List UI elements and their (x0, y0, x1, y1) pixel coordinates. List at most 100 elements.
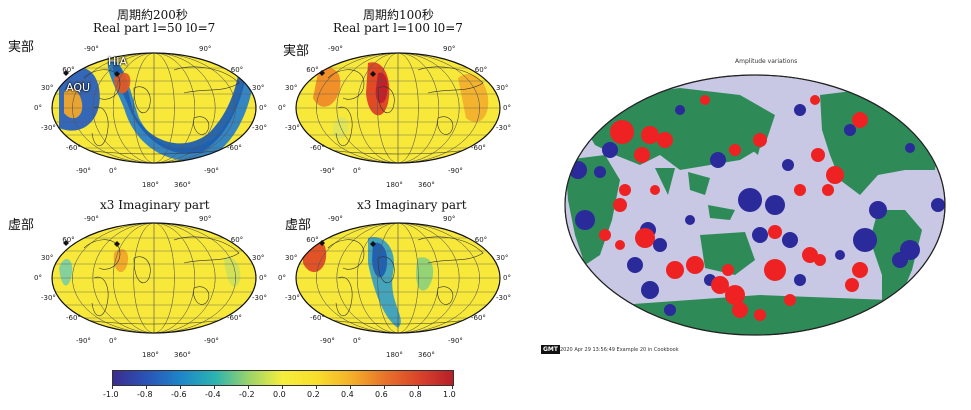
lon-label-bottom-br: 360° (418, 351, 435, 359)
lon-label-bottom-bl: 180° (142, 351, 159, 359)
colorbar-tick-label: 0.4 (341, 390, 354, 399)
lat-label-right-bl: 30° (252, 254, 265, 262)
map-top-left (51, 52, 257, 164)
amplitude-dot (613, 198, 627, 212)
station-label-aqu: AQU (66, 81, 91, 94)
lat-label-right-tl: -30° (252, 124, 267, 132)
lat-label-right-bl: 60° (230, 236, 244, 244)
lat-label-left-tr: 0° (278, 104, 286, 112)
lat-label-right-tr: -60° (471, 144, 486, 152)
lon-label-bottom-bl: -90° (204, 337, 219, 345)
amplitude-dot (710, 152, 726, 168)
lat-label-left-bl: 0° (34, 274, 42, 282)
colorbar-tick-label: -0.8 (137, 390, 153, 399)
lat-label-right-bl: 0° (259, 274, 267, 282)
lon-label-bottom-br: 180° (386, 351, 403, 359)
gmt-logo: GMT (541, 345, 560, 354)
amplitude-dot (594, 166, 606, 178)
panel-bottom-right-title: x3 Imaginary part (357, 198, 467, 212)
lon-label-top-tr: 90° (443, 45, 456, 53)
lat-label-left-tl: 0° (34, 104, 42, 112)
lon-label-bottom-tr: -90° (448, 167, 463, 175)
amplitude-dot (845, 278, 859, 292)
amplitude-dot (635, 228, 655, 248)
lon-label-bottom-tl: -90° (76, 167, 91, 175)
lat-label-right-bl: -30° (252, 294, 267, 302)
lat-label-left-tl: -60° (65, 144, 81, 152)
lat-label-right-tl: -60° (227, 144, 242, 152)
panel-top-right-row-label: 実部 (283, 44, 310, 59)
lat-label-right-br: 30° (496, 254, 509, 262)
lat-label-left-br: 60° (306, 236, 319, 244)
colorbar-tick-mark (248, 385, 249, 389)
lat-label-right-tr: 0° (503, 104, 511, 112)
amplitude-dot (754, 309, 766, 321)
lat-label-right-bl: -60° (227, 314, 242, 322)
amplitude-dot (869, 201, 887, 219)
colorbar-tick-mark (214, 385, 215, 389)
colorbar-tick-mark (350, 385, 351, 389)
lon-label-bottom-tl: 360° (174, 181, 191, 189)
lat-label-right-br: -60° (471, 314, 486, 322)
amplitude-dot (764, 259, 786, 281)
lon-label-bottom-tr: 180° (386, 181, 403, 189)
amplitude-dot (641, 281, 659, 299)
lon-label-bottom-tr: 0° (353, 167, 361, 175)
panel-top-right-title2: Real part l=100 l0=7 (333, 21, 463, 35)
lon-label-top-br: 90° (443, 215, 456, 223)
lat-label-right-tr: 60° (474, 66, 488, 74)
amplitude-dot (794, 104, 806, 116)
lon-label-bottom-tl: 180° (142, 181, 159, 189)
colorbar-tick-label: -0.6 (171, 390, 187, 399)
colorbar-tick-label: -0.4 (205, 390, 221, 399)
colorbar-tick-mark (112, 385, 113, 389)
lat-label-right-tr: -30° (496, 124, 511, 132)
amplitude-dot (852, 112, 868, 128)
lat-label-left-br: 30° (284, 254, 298, 262)
panel-bottom-left-title: x3 Imaginary part (100, 198, 210, 212)
amplitude-dot (810, 95, 820, 105)
colorbar-tick-label: 0.8 (409, 390, 422, 399)
amplitude-dot (835, 250, 845, 260)
amplitude-dot (700, 95, 710, 105)
colorbar-tick-mark (418, 385, 419, 389)
lon-label-bottom-tr: 360° (418, 181, 435, 189)
lat-label-left-tl: -30° (40, 124, 56, 132)
lon-label-top-bl: 90° (199, 215, 212, 223)
amplitude-dot (811, 148, 825, 162)
amplitude-dot (675, 105, 685, 115)
amplitude-dot (619, 184, 631, 196)
amplitude-dot (931, 198, 945, 212)
map-bottom-left (51, 222, 257, 334)
lat-label-left-tl: 30° (40, 84, 54, 92)
lon-label-bottom-br: -90° (448, 337, 463, 345)
lat-label-right-br: 60° (474, 236, 488, 244)
colorbar (112, 370, 454, 386)
amplitude-dot (729, 144, 741, 156)
panel-bottom-right-row-label: 虚部 (285, 218, 312, 233)
colorbar-tick-label: 0.6 (375, 390, 388, 399)
panel-top-right-title1: 周期約100秒 (363, 8, 434, 22)
sensitivity-maps (51, 52, 501, 334)
amplitude-dot (853, 228, 877, 252)
amplitude-dot (627, 257, 643, 273)
colorbar-tick-mark (180, 385, 181, 389)
lat-label-left-tr: -30° (284, 124, 300, 132)
amplitude-dot (844, 124, 856, 136)
lat-label-left-tr: -60° (309, 144, 325, 152)
colorbar-tick-mark (384, 385, 385, 389)
amplitude-dots (569, 94, 945, 321)
amplitude-dot (711, 276, 729, 294)
lon-label-top-tl: -90° (84, 45, 99, 53)
amplitude-dot (852, 262, 868, 278)
amplitude-dot (722, 264, 734, 276)
amplitude-dot (686, 256, 704, 274)
amplitude-dot (752, 227, 768, 243)
lat-label-right-br: 0° (503, 274, 511, 282)
colorbar-tick-label: 0.0 (273, 390, 286, 399)
panel-bottom-left-row-label: 虚部 (8, 218, 35, 233)
lat-label-right-tl: 30° (252, 84, 265, 92)
amplitude-dot (641, 126, 659, 144)
amplitude-dot (650, 185, 660, 195)
colorbar-tick-label: -1.0 (103, 390, 119, 399)
